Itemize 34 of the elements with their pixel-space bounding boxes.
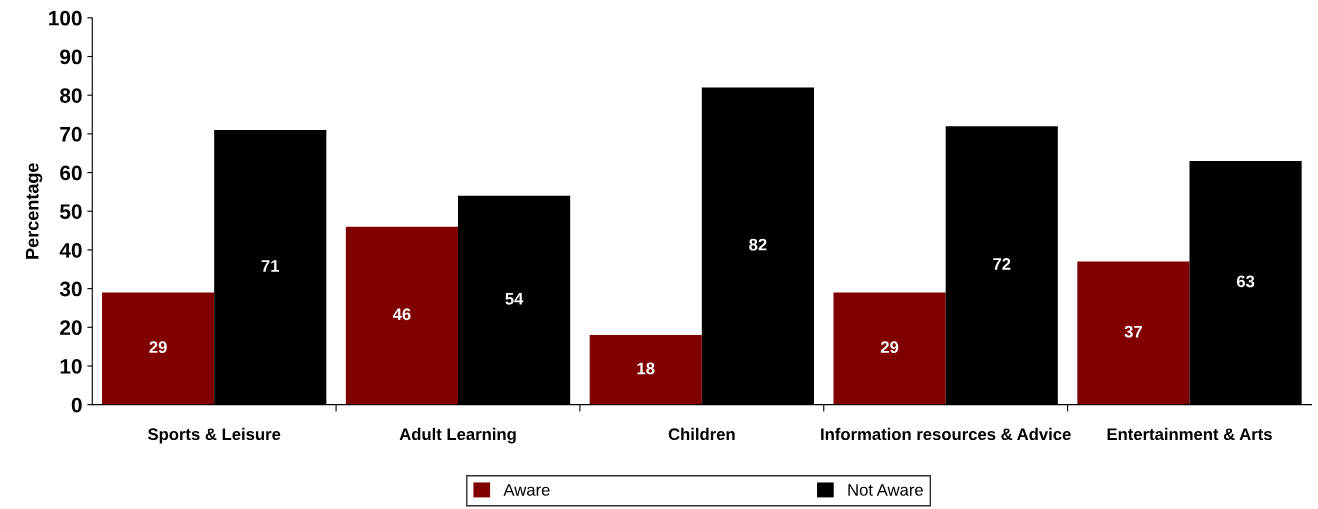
data-label: 46 <box>392 308 411 321</box>
y-tick-label: 10 <box>60 358 82 374</box>
y-tick-label: 70 <box>60 126 82 142</box>
y-tick-label: 40 <box>59 242 82 258</box>
x-tick-label: Adult Learning <box>399 427 516 444</box>
y-axis-title: Percentage <box>25 163 43 259</box>
x-tick-label: Entertainment & Arts <box>1107 427 1272 441</box>
data-label: 82 <box>749 238 767 251</box>
y-tick-label: 30 <box>59 281 82 297</box>
y-tick-label: 0 <box>71 397 82 413</box>
bar <box>589 335 702 405</box>
x-tick-label: Information resources & Advice <box>821 427 1071 441</box>
data-label: 29 <box>149 341 167 354</box>
y-tick-label: 80 <box>60 88 82 103</box>
y-tick-label: 90 <box>60 49 82 65</box>
legend-label: Not Aware <box>848 484 923 496</box>
bar <box>345 226 458 405</box>
y-tick-label: 50 <box>60 204 82 219</box>
data-label: 37 <box>1124 325 1142 338</box>
y-tick-label: 60 <box>60 165 82 181</box>
data-label: 18 <box>637 362 655 375</box>
bar <box>1077 261 1190 405</box>
y-tick-label: 100 <box>49 10 82 26</box>
legend-label: Aware <box>503 484 550 496</box>
bar <box>102 292 215 405</box>
data-label: 54 <box>505 293 524 305</box>
data-label: 29 <box>880 341 899 354</box>
x-tick-label: Sports & Leisure <box>147 427 281 444</box>
x-tick-label: Children <box>668 427 735 441</box>
data-label: 72 <box>993 258 1011 270</box>
bar <box>833 292 946 405</box>
data-label: 71 <box>261 260 280 272</box>
y-tick-label: 20 <box>60 320 82 336</box>
data-label: 63 <box>1236 275 1255 288</box>
